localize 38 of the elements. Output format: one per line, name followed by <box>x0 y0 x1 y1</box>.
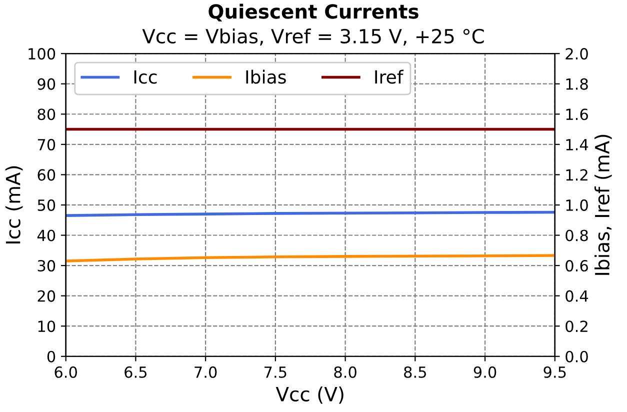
y2-tick-label: 1.4 <box>566 139 588 150</box>
x-tick-label: 7.5 <box>264 366 286 378</box>
y2-tick-label: 0.6 <box>566 260 588 272</box>
y-tick-label: 80 <box>38 108 56 120</box>
x-tick-label: 8.0 <box>334 366 356 378</box>
y-tick-label: 60 <box>38 169 56 181</box>
y-tick-label: 100 <box>28 48 56 60</box>
legend-label: Ibias <box>246 70 286 84</box>
y2-tick-label: 1.0 <box>566 199 588 211</box>
y-tick-label: 30 <box>38 260 56 272</box>
y2-tick-label: 1.8 <box>566 78 588 90</box>
y-tick-label: 50 <box>38 199 56 211</box>
x-tick-label: 6.5 <box>124 366 147 378</box>
x-tick-label: 9.5 <box>544 366 566 378</box>
y2-tick-label: 0.2 <box>566 320 588 332</box>
y2-tick-label: 2.0 <box>566 48 588 60</box>
y-tick-label: 40 <box>37 230 56 242</box>
legend-label: Iref <box>375 70 404 84</box>
y2-axis-title: Ibias, Iref (mA) <box>594 134 612 275</box>
legend-label: Icc <box>134 70 157 84</box>
y2-tick-label: 0.8 <box>566 230 588 242</box>
y-tick-label: 0 <box>47 350 56 362</box>
y-tick-label: 70 <box>38 138 56 150</box>
y2-tick-label: 0.4 <box>566 290 588 302</box>
y-tick-label: 20 <box>38 290 56 302</box>
y-axis-title: Icc (mA) <box>5 166 23 244</box>
chart-title: Quiescent Currents <box>208 4 418 22</box>
y-tick-label: 90 <box>38 78 56 90</box>
y-tick-label: 10 <box>38 320 56 332</box>
y2-tick-label: 1.2 <box>566 169 588 180</box>
y2-tick-label: 0.0 <box>566 350 588 362</box>
x-tick-label: 9.0 <box>474 366 496 378</box>
x-tick-label: 8.5 <box>404 366 426 378</box>
x-tick-label: 6.0 <box>54 366 77 378</box>
y2-tick-label: 1.6 <box>566 108 588 120</box>
x-axis-title: Vcc (V) <box>276 386 344 404</box>
chart-subtitle: Vcc = Vbias, Vref = 3.15 V, +25 °C <box>142 28 484 46</box>
x-tick-label: 7.0 <box>194 366 217 378</box>
